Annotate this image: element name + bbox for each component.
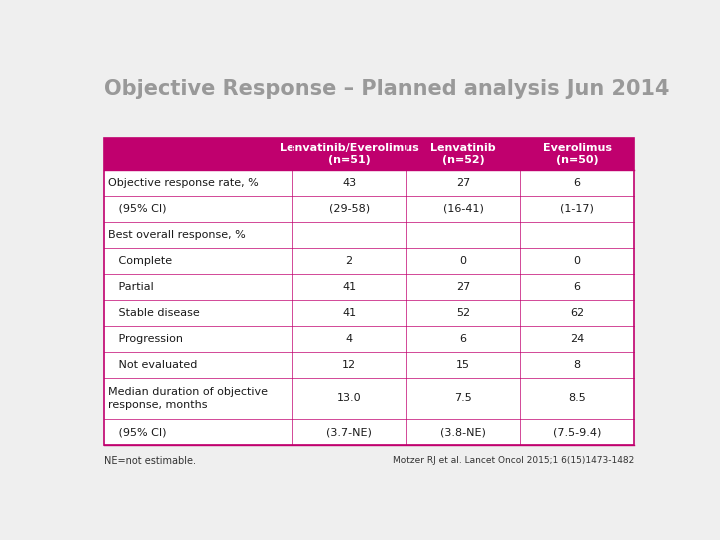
Text: (16-41): (16-41): [443, 204, 484, 214]
Text: 52: 52: [456, 308, 470, 318]
Text: 8.5: 8.5: [568, 394, 586, 403]
Text: NE=not estimable.: NE=not estimable.: [104, 456, 196, 465]
Text: 24: 24: [570, 334, 584, 344]
Text: 7.5: 7.5: [454, 394, 472, 403]
Text: Complete: Complete: [109, 256, 173, 266]
Text: Not evaluated: Not evaluated: [109, 360, 198, 370]
Text: 27: 27: [456, 282, 470, 292]
Text: Partial: Partial: [109, 282, 154, 292]
Text: Median duration of objective
response, months: Median duration of objective response, m…: [109, 387, 269, 410]
Text: (1-17): (1-17): [560, 204, 594, 214]
Text: Motzer RJ et al. Lancet Oncol 2015;1 6(15)1473-1482: Motzer RJ et al. Lancet Oncol 2015;1 6(1…: [393, 456, 634, 464]
Text: 6: 6: [459, 334, 467, 344]
Text: (95% CI): (95% CI): [109, 204, 167, 214]
Text: 12: 12: [342, 360, 356, 370]
Text: (7.5-9.4): (7.5-9.4): [553, 427, 601, 437]
Bar: [104, 138, 634, 445]
Text: (3.7-NE): (3.7-NE): [326, 427, 372, 437]
Text: 4: 4: [346, 334, 353, 344]
Text: 62: 62: [570, 308, 584, 318]
Bar: [104, 138, 634, 445]
Text: (29-58): (29-58): [328, 204, 369, 214]
Text: 8: 8: [574, 360, 580, 370]
Text: 6: 6: [574, 282, 580, 292]
Text: 0: 0: [459, 256, 467, 266]
Text: Lenvatinib/Everolimus
(n=51): Lenvatinib/Everolimus (n=51): [280, 143, 418, 165]
Text: 13.0: 13.0: [337, 394, 361, 403]
Text: Objective response rate, %: Objective response rate, %: [109, 178, 259, 188]
Bar: [104, 138, 634, 170]
Text: Objective Response – Planned analysis Jun 2014: Objective Response – Planned analysis Ju…: [104, 79, 670, 99]
Text: Stable disease: Stable disease: [109, 308, 200, 318]
Text: Progression: Progression: [109, 334, 184, 344]
Text: 2: 2: [346, 256, 353, 266]
Text: 0: 0: [574, 256, 580, 266]
Text: 41: 41: [342, 282, 356, 292]
Text: (95% CI): (95% CI): [109, 427, 167, 437]
Text: (3.8-NE): (3.8-NE): [440, 427, 486, 437]
Text: Best overall response, %: Best overall response, %: [109, 230, 246, 240]
Text: Everolimus
(n=50): Everolimus (n=50): [543, 143, 611, 165]
Text: 27: 27: [456, 178, 470, 188]
Text: 6: 6: [574, 178, 580, 188]
Text: 41: 41: [342, 308, 356, 318]
Text: 43: 43: [342, 178, 356, 188]
Text: Lenvatinib
(n=52): Lenvatinib (n=52): [431, 143, 496, 165]
Text: 15: 15: [456, 360, 470, 370]
